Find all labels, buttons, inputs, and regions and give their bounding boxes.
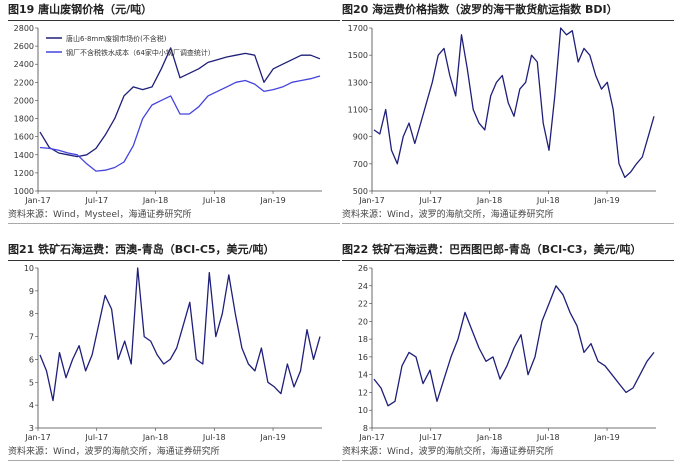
chart-panel-bci-c3: 图22 铁矿石海运费：巴西图巴郎-青岛（BCI-C3，美元/吨） 8 10 12 14… — [342, 240, 674, 464]
y-tick-label: 2200 — [14, 78, 34, 87]
x-tick-label: Jan-19 — [259, 433, 285, 442]
x-tick-label: Jan-17 — [24, 196, 50, 205]
legend-label: 钢厂不含税铁水成本（64家中小钢厂调查统计） — [66, 48, 215, 57]
x-tick-label: Jul-17 — [418, 196, 442, 205]
chart-title: 图21 铁矿石海运费：西澳-青岛（BCI-C5，美元/吨） — [8, 240, 340, 261]
y-tick-label: 16 — [358, 353, 368, 362]
y-tick-label: 8 — [363, 424, 368, 433]
chart-plot: 500 700 900 1100 1300 1500 1700 Jan-17 Jul-17 Jan… — [348, 24, 656, 205]
y-tick-label: 5 — [29, 378, 34, 387]
x-tick-label: Jan-19 — [593, 196, 619, 205]
y-tick-label: 7 — [29, 333, 34, 342]
chart-panel-steel-scrap: 图19 唐山废钢价格（元/吨） 1000 1200 1400 1600 1800 2000… — [8, 0, 340, 230]
chart-source: 资料来源：Wind，波罗的海航交所，海通证券研究所 — [342, 207, 674, 224]
y-tick-label: 700 — [353, 160, 368, 169]
y-tick-label: 4 — [29, 401, 34, 410]
legend-label: 唐山6-8mm废钢市场价(不含税) — [66, 34, 167, 43]
y-tick-label: 1400 — [14, 151, 34, 160]
y-tick-label: 2600 — [14, 42, 34, 51]
x-tick-label: Jan-18 — [476, 196, 502, 205]
chart-source: 资料来源：Wind，Mysteel，海通证券研究所 — [8, 207, 340, 224]
y-tick-label: 9 — [29, 287, 34, 296]
x-tick-label: Jan-18 — [476, 433, 502, 442]
y-tick-label: 1100 — [348, 106, 368, 115]
x-tick-label: Jul-18 — [536, 433, 560, 442]
y-tick-label: 1700 — [348, 24, 368, 33]
y-tick-label: 1200 — [14, 169, 34, 178]
x-tick-label: Jul-18 — [202, 196, 226, 205]
y-tick-label: 8 — [29, 310, 34, 319]
x-tick-label: Jan-18 — [142, 433, 168, 442]
chart-plot: 8 10 12 14 16 18 20 22 24 26 Jan-17 Jul-17 Jan-18 Jul… — [358, 264, 656, 442]
x-tick-label: Jul-18 — [536, 196, 560, 205]
x-tick-label: Jan-18 — [142, 196, 168, 205]
y-tick-label: 2800 — [14, 24, 34, 33]
y-tick-label: 1500 — [348, 51, 368, 60]
y-tick-label: 1300 — [348, 78, 368, 87]
y-tick-label: 10 — [24, 264, 34, 273]
y-tick-label: 1800 — [14, 115, 34, 124]
y-tick-label: 22 — [358, 300, 368, 309]
x-tick-label: Jan-17 — [358, 196, 384, 205]
series-line — [39, 75, 321, 172]
chart-source: 资料来源：Wind，波罗的海航交所，海通证券研究所 — [342, 444, 674, 461]
y-tick-label: 6 — [29, 355, 34, 364]
y-tick-label: 20 — [358, 317, 368, 326]
chart-title: 图22 铁矿石海运费：巴西图巴郎-青岛（BCI-C3，美元/吨） — [342, 240, 674, 261]
y-tick-label: 26 — [358, 264, 368, 273]
chart-panel-bdi: 图20 海运费价格指数（波罗的海干散货航运指数 BDI） 500 700 900 11… — [342, 0, 674, 230]
series-line — [39, 267, 321, 402]
chart-plot: 3 4 5 6 7 8 9 10 Jan-17 Jul-17 Jan-18 Jul-18 Jan-19 — [24, 264, 322, 442]
chart-title: 图20 海运费价格指数（波罗的海干散货航运指数 BDI） — [342, 0, 674, 21]
chart-title: 图19 唐山废钢价格（元/吨） — [8, 0, 340, 21]
y-tick-label: 2400 — [14, 60, 34, 69]
x-tick-label: Jan-19 — [259, 196, 285, 205]
y-tick-label: 3 — [29, 424, 34, 433]
chart-source: 资料来源：Wind，波罗的海航交所，海通证券研究所 — [8, 444, 340, 461]
x-tick-label: Jan-17 — [358, 433, 384, 442]
y-tick-label: 18 — [358, 335, 368, 344]
y-tick-label: 24 — [358, 282, 368, 291]
y-tick-label: 900 — [353, 133, 368, 142]
chart-panel-bci-c5: 图21 铁矿石海运费：西澳-青岛（BCI-C5，美元/吨） 3 4 5 6 7 8 9 10 J… — [8, 240, 340, 464]
x-tick-label: Jul-17 — [418, 433, 442, 442]
y-tick-label: 10 — [358, 406, 368, 415]
series-line — [373, 285, 655, 407]
y-tick-label: 14 — [358, 371, 368, 380]
y-tick-label: 12 — [358, 388, 368, 397]
y-tick-label: 500 — [353, 187, 368, 196]
y-tick-label: 1600 — [14, 133, 34, 142]
y-tick-label: 1000 — [14, 187, 34, 196]
x-tick-label: Jan-17 — [24, 433, 50, 442]
chart-plot: 1000 1200 1400 1600 1800 2000 2200 2400 2600 2800… — [14, 24, 322, 205]
y-tick-label: 2000 — [14, 96, 34, 105]
x-tick-label: Jul-18 — [202, 433, 226, 442]
x-tick-label: Jul-17 — [84, 433, 108, 442]
x-tick-label: Jan-19 — [593, 433, 619, 442]
series-line — [373, 27, 655, 179]
series-line — [39, 47, 321, 158]
x-tick-label: Jul-17 — [84, 196, 108, 205]
